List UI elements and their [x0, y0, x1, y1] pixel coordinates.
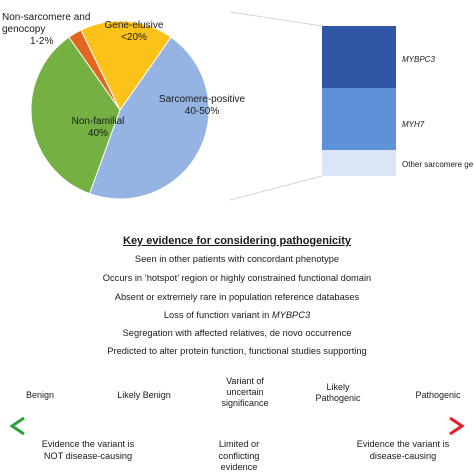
evidence-title: Key evidence for considering pathogenici… — [123, 235, 351, 247]
label-non-familial: Non-familial 40% — [71, 116, 125, 139]
bar-label-mybpc3: MYBPC3 — [402, 55, 435, 64]
scale-label-likely-benign: Likely Benign — [117, 390, 171, 400]
pie-slice-sarcomere-positive — [88, 36, 210, 200]
label-non-sarcomere: Non-sarcomere and genocopy 1-2% — [2, 12, 91, 47]
scale-label-vus: Variant of uncertain significance — [221, 376, 269, 408]
bar-segment-mybpc3 — [322, 26, 396, 88]
evidence-item: Loss of function variant in MYBPC3 — [0, 310, 474, 320]
note-disease-causing: Evidence the variant is disease-causing — [356, 439, 450, 461]
evidence-item: Seen in other patients with concordant p… — [134, 254, 340, 264]
evidence-item: Predicted to alter protein function, fun… — [107, 346, 367, 356]
evidence-item: Segregation with affected relatives, de … — [122, 328, 352, 338]
pie-slice-non-familial — [30, 36, 121, 195]
connector-line-top — [229, 11, 323, 27]
bar-label-myh7: MYH7 — [402, 120, 425, 129]
scale-label-pathogenic: Pathogenic — [415, 390, 461, 400]
bar-segment-other — [322, 150, 396, 176]
evidence-item-text: Loss of function variant in — [163, 310, 270, 320]
bar-label-other: Other sarcomere ge — [402, 160, 474, 169]
bar-segment-myh7 — [322, 87, 396, 151]
scale-label-benign: Benign — [25, 390, 55, 400]
evidence-item: Absent or extremely rare in population r… — [114, 292, 360, 302]
pie-slice-gene-elusive — [80, 20, 172, 111]
label-gene-elusive: Gene-elusive <20% — [104, 20, 164, 43]
note-limited-evidence: Limited or conflicting evidence — [218, 439, 260, 472]
scale-label-likely-pathogenic: Likely Pathogenic — [315, 382, 361, 403]
evidence-item: Occurs in ‘hotspot’ region or highly con… — [102, 273, 372, 283]
pie-chart — [30, 11, 323, 201]
connector-line-bottom — [229, 175, 323, 201]
evidence-item-gene: MYBPC3 — [271, 310, 311, 320]
note-not-disease-causing: Evidence the variant is NOT disease-caus… — [41, 439, 135, 461]
label-sarcomere-positive: Sarcomere-positive 40-50% — [158, 94, 246, 117]
pathogenicity-gradient-arrow — [9, 416, 465, 436]
